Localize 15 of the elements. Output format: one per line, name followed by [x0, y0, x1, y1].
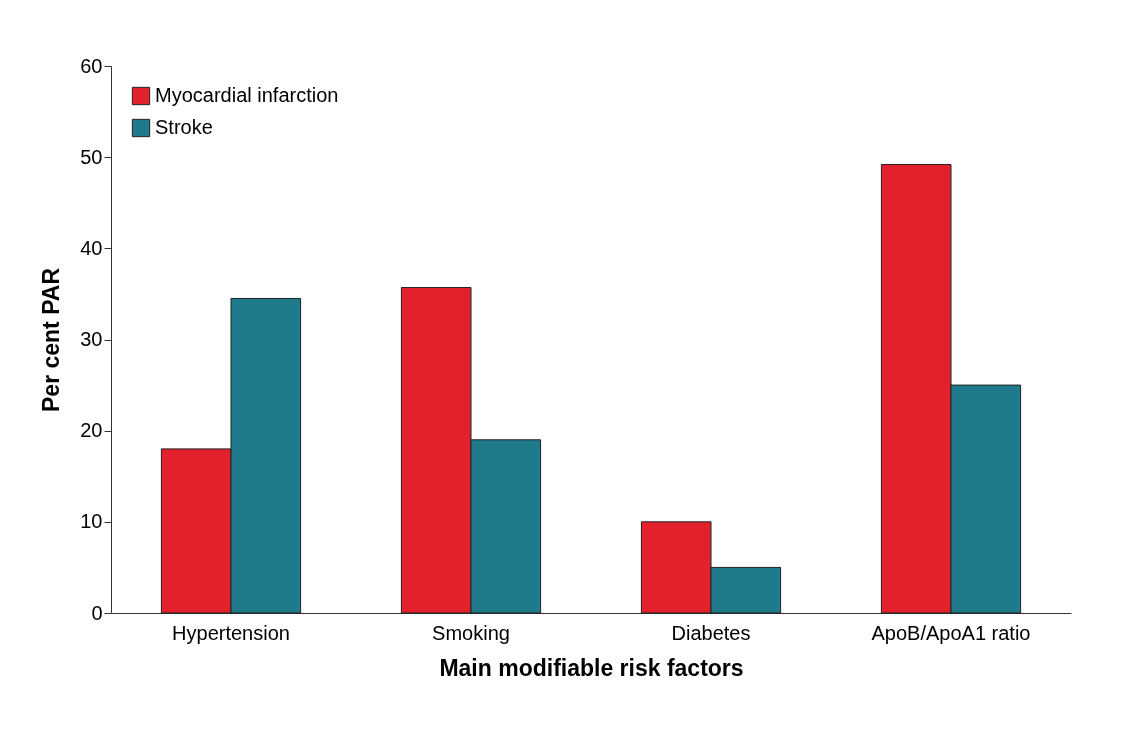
y-tick-label: 60 — [80, 54, 103, 77]
legend-label: Stroke — [155, 116, 213, 138]
y-tick-label: 40 — [80, 236, 103, 259]
x-axis-title: Main modifiable risk factors — [439, 654, 744, 681]
y-tick-label: 50 — [80, 145, 103, 168]
x-tick-label: Hypertension — [172, 621, 290, 644]
x-tick-label: ApoB/ApoA1 ratio — [871, 621, 1031, 644]
legend-label: Myocardial infarction — [155, 84, 339, 106]
x-tick-label: Diabetes — [671, 621, 751, 644]
y-tick-label: 10 — [80, 510, 103, 533]
y-tick-label: 30 — [80, 328, 103, 350]
y-tick-label: 20 — [80, 419, 103, 442]
x-tick-label: Smoking — [432, 621, 510, 644]
y-axis-title: Per cent PAR — [38, 267, 65, 413]
y-tick-label: 0 — [91, 601, 103, 624]
